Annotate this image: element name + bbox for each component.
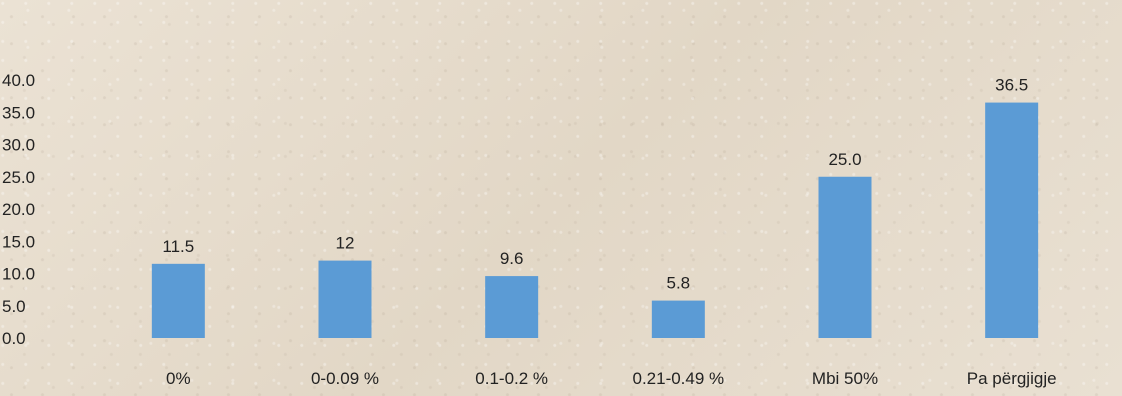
bar-value-label: 11.5 (162, 237, 194, 256)
y-tick-label: 15.0 (2, 232, 35, 251)
y-tick-label: 40.0 (2, 71, 35, 90)
bar-value-label: 5.8 (667, 274, 691, 293)
bar (818, 176, 872, 338)
bar (985, 102, 1039, 338)
x-category-label: Mbi 50% (812, 369, 878, 388)
y-tick-label: 5.0 (2, 297, 26, 316)
bar-value-label: 9.6 (500, 249, 524, 268)
x-category-label: 0% (166, 369, 191, 388)
y-tick-label: 30.0 (2, 136, 35, 155)
bar-value-label: 25.0 (828, 150, 861, 169)
y-tick-label: 0.0 (2, 329, 26, 348)
y-tick-label: 25.0 (2, 168, 35, 187)
x-category-label: 0.1-0.2 % (475, 369, 548, 388)
bar (651, 300, 705, 338)
bar-value-label: 36.5 (995, 76, 1028, 95)
bar (151, 263, 205, 338)
y-tick-label: 35.0 (2, 103, 35, 122)
bars-group (151, 102, 1039, 338)
x-axis-labels: 0% 0-0.09 % 0.1-0.2 % 0.21-0.49 % Mbi 50% Pa … (166, 369, 1057, 388)
x-category-label: Pa përgjigje (967, 369, 1057, 388)
data-labels-group: 11.5 12 9.6 5.8 25.0 36.5 (162, 76, 1028, 293)
y-axis-ticks: 0.0 5.0 10.0 15.0 20.0 25.0 30.0 35.0 40.0 (2, 71, 35, 348)
y-tick-label: 10.0 (2, 265, 35, 284)
bar (485, 276, 539, 338)
x-category-label: 0.21-0.49 % (632, 369, 724, 388)
bar-value-label: 12 (336, 234, 355, 253)
y-tick-label: 20.0 (2, 200, 35, 219)
bar (318, 260, 372, 338)
x-category-label: 0-0.09 % (311, 369, 379, 388)
